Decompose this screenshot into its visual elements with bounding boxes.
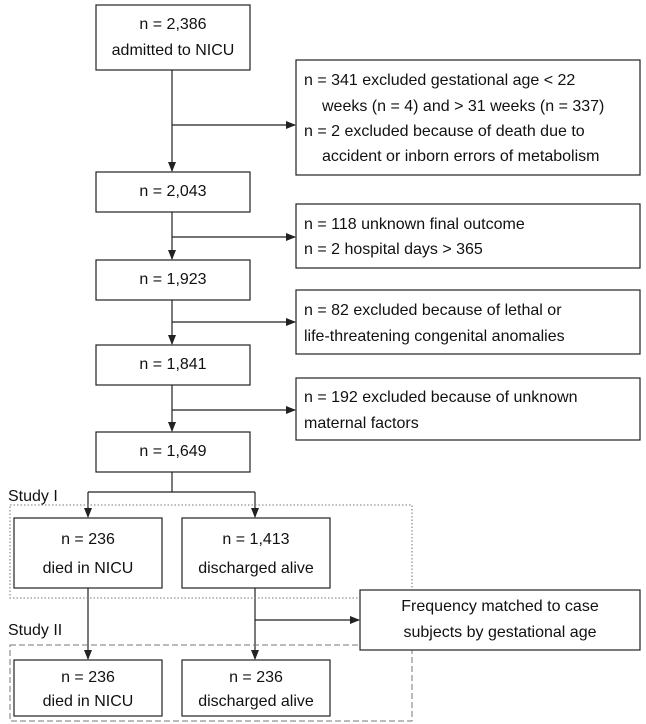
node-box [13,517,163,589]
node-text: n = 236 [61,531,115,548]
exclusion-text: n = 82 excluded because of lethal or [304,302,562,319]
node-text: n = 1,649 [139,443,206,460]
connectors [84,70,360,660]
node-box [95,431,251,473]
exclusion-text: maternal factors [304,415,419,432]
exclusion-text: life-threatening congenital anomalies [304,328,565,345]
exclusion-text: n = 341 excluded gestational age < 22 [304,72,575,89]
node-text: discharged alive [198,560,314,577]
node-text: n = 2,043 [139,183,206,200]
exclusion-text: n = 2 excluded because of death due to [304,123,585,140]
exclusion-text: subjects by gestational age [403,624,596,641]
exclusion-text: accident or inborn errors of metabolism [322,148,599,165]
study-ii-frame [9,644,413,722]
node-box [95,259,251,301]
boxes: n = 2,386 admitted to NICU n = 2,043 n = 1,… [13,4,641,717]
node-text: died in NICU [43,693,134,710]
node-text: n = 2,386 [139,16,206,33]
exclusion-box [295,59,641,176]
exclusion-box [295,377,641,441]
exclusion-box [359,589,641,651]
node-text: died in NICU [43,560,134,577]
group-label: Study II [8,622,62,639]
node-text: n = 1,413 [222,531,289,548]
node-text: n = 236 [61,669,115,686]
exclusion-text: Frequency matched to case [401,598,599,615]
exclusion-text: n = 118 unknown final outcome [304,216,525,233]
node-box [181,659,331,717]
node-box [181,517,331,589]
exclusion-box [295,203,641,269]
node-text: n = 1,841 [139,356,206,373]
exclusion-text: weeks (n = 4) and > 31 weeks (n = 337) [321,98,604,115]
node-box [95,171,251,213]
exclusion-text: n = 2 hospital days > 365 [304,241,483,258]
node-box [95,4,251,71]
node-text: n = 1,923 [139,271,206,288]
node-box [13,659,163,717]
exclusion-text: n = 192 excluded because of unknown [304,389,578,406]
exclusion-box [295,289,641,355]
node-text: admitted to NICU [112,42,235,59]
study-i-frame [9,504,413,599]
node-box [95,344,251,386]
node-text: discharged alive [198,693,314,710]
node-text: n = 236 [229,669,283,686]
group-label: Study I [8,488,58,505]
